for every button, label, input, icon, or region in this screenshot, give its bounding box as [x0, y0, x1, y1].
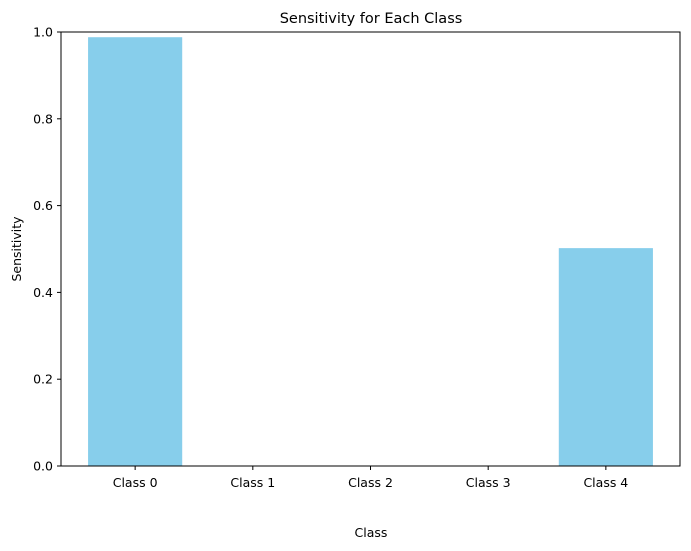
x-tick-label: Class 3	[466, 475, 511, 490]
x-axis-label: Class	[355, 525, 388, 540]
y-axis-label: Sensitivity	[9, 216, 24, 282]
plot-frame	[60, 31, 681, 467]
chart-title: Sensitivity for Each Class	[280, 11, 463, 27]
y-tick-label: 1.0	[33, 25, 53, 40]
x-axis-ticks: Class 0 Class 1 Class 2 Class 3 Class 4	[113, 466, 628, 490]
bars-group	[88, 37, 653, 466]
x-tick-label: Class 1	[230, 475, 275, 490]
y-tick-label: 0.8	[33, 111, 53, 126]
x-tick-label: Class 4	[583, 475, 628, 490]
y-tick-label: 0.2	[33, 372, 53, 387]
y-tick-label: 0.6	[33, 198, 53, 213]
bar-class-0	[88, 37, 183, 466]
y-axis-ticks: 0.0 0.2 0.4 0.6 0.8 1.0	[33, 25, 61, 474]
bar-class-4	[558, 248, 653, 466]
x-tick-label: Class 0	[113, 475, 158, 490]
y-tick-label: 0.0	[33, 459, 53, 474]
x-tick-label: Class 2	[348, 475, 393, 490]
y-tick-label: 0.4	[33, 285, 53, 300]
